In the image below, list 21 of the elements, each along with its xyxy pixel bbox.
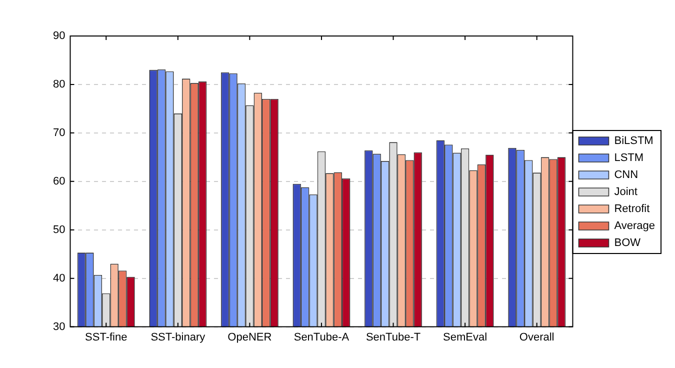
y-tick-label: 80 — [52, 78, 66, 90]
y-tick-label: 30 — [52, 320, 66, 333]
legend-label: BiLSTM — [614, 135, 654, 148]
y-tick-label: 50 — [52, 224, 66, 236]
legend-label: Retrofit — [614, 203, 650, 216]
x-tick-label: OpeNER — [228, 331, 272, 344]
x-tick-label: SST-fine — [85, 331, 128, 344]
x-tick-label: SenTube-A — [294, 331, 350, 344]
legend-label: BOW — [614, 237, 642, 250]
y-tick-label: 60 — [52, 175, 66, 188]
legend-label: LSTM — [614, 152, 644, 164]
x-tick-label: SemEval — [443, 331, 488, 344]
y-tick-label: 40 — [52, 272, 66, 284]
x-tick-label: Overall — [519, 331, 554, 344]
y-tick-label: 90 — [52, 30, 66, 42]
legend-label: Joint — [614, 186, 638, 198]
legend-label: CNN — [614, 169, 638, 182]
x-tick-label: SST-binary — [150, 331, 206, 344]
legend-label: Average — [614, 220, 656, 232]
x-tick-label: SenTube-T — [366, 331, 421, 344]
y-tick-label: 70 — [52, 126, 66, 139]
